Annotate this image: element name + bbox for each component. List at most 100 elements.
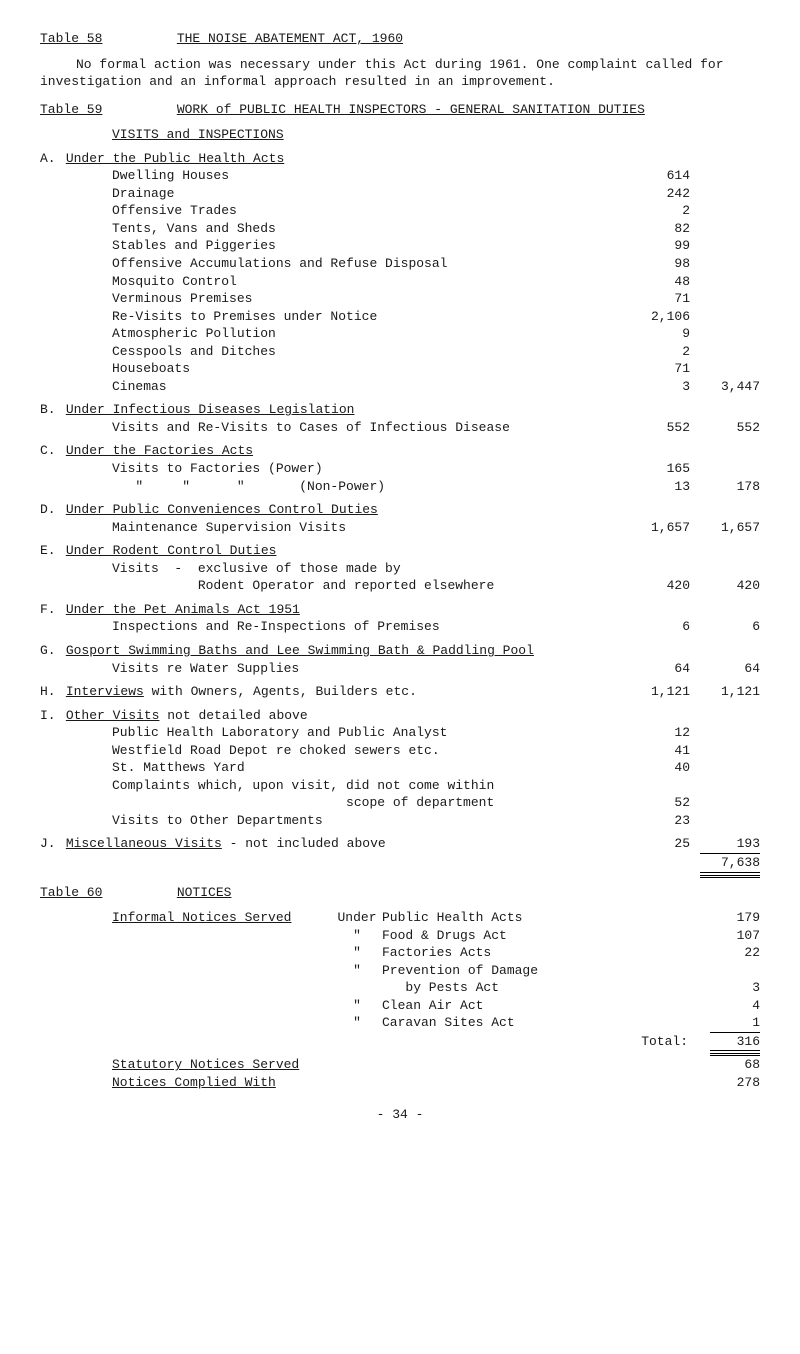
row-desc: Dwelling Houses [40, 167, 620, 185]
notice-row: "Factories Acts22 [332, 944, 760, 962]
data-row: Visits to Other Departments23 [40, 812, 760, 830]
section-d: D. Under Public Conveniences Control Dut… [40, 501, 760, 519]
row-col-b [690, 560, 760, 578]
notice-desc: Public Health Acts [382, 909, 700, 927]
row-col-a: 2 [620, 343, 690, 361]
section-j: J. Miscellaneous Visits - not included a… [40, 835, 760, 853]
row-col-b [690, 812, 760, 830]
row-desc: Offensive Accumulations and Refuse Dispo… [40, 255, 620, 273]
data-row: Maintenance Supervision Visits1,6571,657 [40, 519, 760, 537]
row-col-a: 13 [620, 478, 690, 496]
row-col-a: 99 [620, 237, 690, 255]
data-row: Visits re Water Supplies6464 [40, 660, 760, 678]
row-desc: Visits re Water Supplies [40, 660, 620, 678]
row-desc: Visits and Re-Visits to Cases of Infecti… [40, 419, 620, 437]
section-c: C. Under the Factories Acts [40, 442, 760, 460]
row-col-b [690, 325, 760, 343]
row-col-a: 2 [620, 202, 690, 220]
row-col-b: 64 [690, 660, 760, 678]
row-desc: Maintenance Supervision Visits [40, 519, 620, 537]
notice-pre: " [332, 962, 382, 980]
section-h-col-a: 1,121 [620, 683, 690, 701]
row-col-b [690, 237, 760, 255]
row-col-b [690, 794, 760, 812]
row-col-a: 40 [620, 759, 690, 777]
notice-value: 3 [700, 979, 760, 997]
data-row: Visits and Re-Visits to Cases of Infecti… [40, 419, 760, 437]
data-row: Dwelling Houses614 [40, 167, 760, 185]
section-b-title: Under Infectious Diseases Legislation [66, 402, 355, 417]
section-e-title: Under Rodent Control Duties [66, 543, 277, 558]
data-row: St. Matthews Yard40 [40, 759, 760, 777]
notice-row: "Prevention of Damage [332, 962, 760, 980]
data-row: Cinemas33,447 [40, 378, 760, 396]
notice-value: 107 [700, 927, 760, 945]
grand-total-row: 7,638 [40, 854, 760, 872]
row-desc: Complaints which, upon visit, did not co… [40, 777, 620, 795]
table-60-label: Table 60 [40, 884, 130, 902]
row-col-b [690, 742, 760, 760]
informal-total-row: Total: 316 [112, 1033, 760, 1051]
table-58-heading: Table 58 THE NOISE ABATEMENT ACT, 1960 [40, 30, 760, 48]
notice-pre: " [332, 1014, 382, 1032]
row-col-b: 1,657 [690, 519, 760, 537]
notice-row: "Food & Drugs Act107 [332, 927, 760, 945]
complied-notices-row: Notices Complied With 278 [112, 1074, 760, 1092]
row-col-a [620, 560, 690, 578]
row-col-b: 552 [690, 419, 760, 437]
notice-desc: Prevention of Damage [382, 962, 700, 980]
table-59-title: WORK of PUBLIC HEALTH INSPECTORS - GENER… [177, 102, 645, 117]
row-col-a: 23 [620, 812, 690, 830]
table-58-title: THE NOISE ABATEMENT ACT, 1960 [177, 31, 403, 46]
notice-desc: by Pests Act [382, 979, 700, 997]
row-desc: Visits - exclusive of those made by [40, 560, 620, 578]
row-desc: Tents, Vans and Sheds [40, 220, 620, 238]
row-col-b: 178 [690, 478, 760, 496]
data-row: Inspections and Re-Inspections of Premis… [40, 618, 760, 636]
notice-value [700, 962, 760, 980]
data-row: Verminous Premises71 [40, 290, 760, 308]
row-col-b [690, 290, 760, 308]
row-desc: Atmospheric Pollution [40, 325, 620, 343]
row-col-a: 552 [620, 419, 690, 437]
section-f: F. Under the Pet Animals Act 1951 [40, 601, 760, 619]
row-desc: St. Matthews Yard [40, 759, 620, 777]
notice-desc: Factories Acts [382, 944, 700, 962]
notice-pre: " [332, 927, 382, 945]
data-row: Visits - exclusive of those made by [40, 560, 760, 578]
row-col-a: 3 [620, 378, 690, 396]
row-col-a: 1,657 [620, 519, 690, 537]
row-col-b [690, 185, 760, 203]
section-d-title: Under Public Conveniences Control Duties [66, 502, 378, 517]
row-col-b [690, 255, 760, 273]
row-desc: Mosquito Control [40, 273, 620, 291]
visits-inspections-title: VISITS and INSPECTIONS [40, 126, 760, 144]
notice-pre [332, 979, 382, 997]
row-desc: Drainage [40, 185, 620, 203]
row-col-b: 3,447 [690, 378, 760, 396]
section-g-title: Gosport Swimming Baths and Lee Swimming … [66, 643, 534, 658]
section-c-title: Under the Factories Acts [66, 443, 253, 458]
row-col-a: 12 [620, 724, 690, 742]
row-desc: Verminous Premises [40, 290, 620, 308]
complied-value: 278 [700, 1074, 760, 1092]
notice-row: UnderPublic Health Acts179 [332, 909, 760, 927]
section-i: I. Other Visits not detailed above [40, 707, 760, 725]
section-h: H. Interviews with Owners, Agents, Build… [40, 683, 760, 701]
row-desc: Inspections and Re-Inspections of Premis… [40, 618, 620, 636]
notice-desc: Clean Air Act [382, 997, 700, 1015]
section-g: G. Gosport Swimming Baths and Lee Swimmi… [40, 642, 760, 660]
row-col-a: 242 [620, 185, 690, 203]
row-desc: Re-Visits to Premises under Notice [40, 308, 620, 326]
row-col-a: 52 [620, 794, 690, 812]
row-col-b [690, 759, 760, 777]
notice-value: 4 [700, 997, 760, 1015]
row-col-a: 48 [620, 273, 690, 291]
grand-total: 7,638 [690, 854, 760, 872]
row-col-a: 82 [620, 220, 690, 238]
table-59-label: Table 59 [40, 101, 130, 119]
row-desc: Offensive Trades [40, 202, 620, 220]
row-col-a: 614 [620, 167, 690, 185]
section-i-title: Other Visits [66, 708, 160, 723]
row-col-a: 71 [620, 360, 690, 378]
